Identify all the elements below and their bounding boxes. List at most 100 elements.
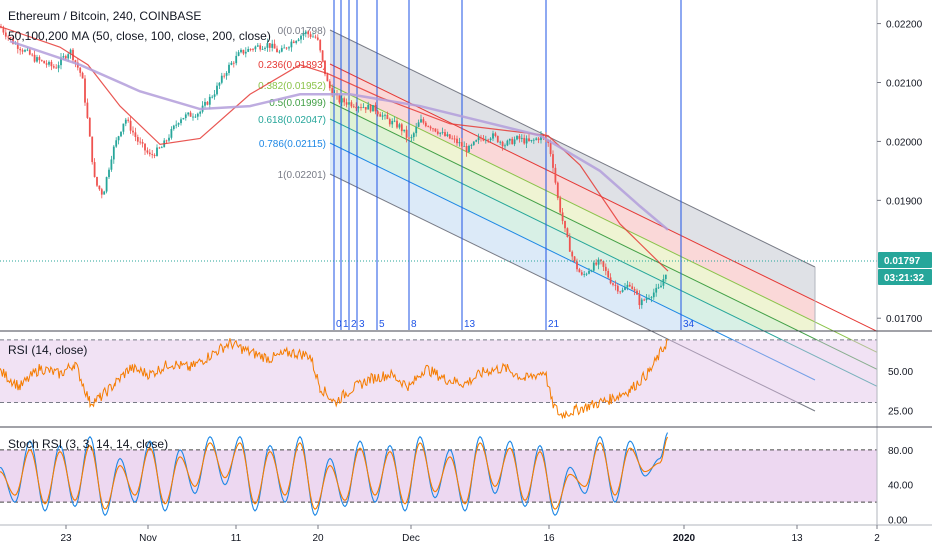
candle-body (208, 96, 211, 105)
candle-body (290, 41, 293, 48)
main-price-panel[interactable]: 0(0.01798) 0.236(0.01893) 0.382(0.01952) 0.… (0, 0, 878, 412)
candle-body (16, 43, 19, 49)
candle (602, 260, 605, 272)
candle-body (348, 102, 350, 105)
fib-label-0.236: 0.236(0.01893) (258, 60, 326, 71)
candle-body (427, 126, 430, 127)
candle-body (326, 74, 329, 82)
candle-body (374, 105, 377, 112)
candle (552, 150, 554, 173)
candle (621, 287, 624, 293)
candle (585, 272, 588, 276)
candle-body (91, 136, 94, 163)
candle-body (597, 259, 600, 265)
candle-body (523, 137, 526, 144)
rsi-panel[interactable] (0, 338, 877, 420)
candle-body (172, 125, 175, 130)
candle (297, 37, 300, 42)
candle (530, 139, 533, 143)
candle-body (602, 261, 605, 267)
candle-body (312, 36, 314, 38)
candle (38, 55, 41, 64)
candle-body (9, 37, 12, 39)
candle (168, 134, 170, 143)
candle-body (576, 261, 578, 270)
time-tick-label: 2020 (673, 533, 696, 544)
candle-body (530, 139, 533, 142)
candle (619, 290, 622, 295)
candle (307, 30, 310, 38)
candle-body (501, 141, 504, 147)
candle-body (552, 154, 554, 168)
candle (631, 283, 634, 290)
candle-body (204, 101, 206, 106)
candle-body (379, 114, 382, 117)
candle-body (650, 297, 653, 299)
candle-body (381, 115, 384, 117)
candle (434, 128, 437, 133)
candle-body (252, 49, 254, 50)
candle (112, 145, 115, 164)
candle-body (504, 145, 506, 147)
candle (52, 64, 55, 69)
candle (376, 110, 379, 117)
candle (120, 131, 122, 138)
candle (372, 104, 374, 112)
current-price-label: 0.01797 (884, 256, 921, 267)
candle-body (528, 138, 530, 142)
candle-body (494, 133, 497, 136)
candle (355, 102, 358, 112)
candle (369, 104, 372, 113)
candle-body (415, 126, 418, 134)
candle (163, 138, 166, 148)
candle (177, 122, 180, 127)
candle-body (220, 75, 223, 83)
candle (664, 274, 667, 282)
candle (516, 135, 518, 141)
candle-body (19, 48, 22, 51)
candle-body (583, 274, 586, 276)
stoch-rsi-panel[interactable] (0, 432, 877, 517)
candle-body (355, 106, 358, 109)
candle-body (513, 139, 516, 145)
rsi-tick-label: 25.00 (888, 406, 913, 417)
candle-body (417, 122, 420, 127)
fib-line-1 (329, 173, 816, 412)
candle-body (184, 114, 187, 119)
candle (223, 73, 226, 79)
candle (650, 296, 653, 303)
candle-body (645, 298, 648, 301)
candle-body (324, 60, 326, 75)
candle-body (278, 51, 281, 53)
candle (144, 143, 146, 156)
moving-average-ma-50 (0, 25, 669, 272)
candle-body (468, 145, 470, 153)
candle (228, 62, 230, 76)
candle (122, 123, 125, 135)
candle-body (489, 138, 492, 140)
candle-body (444, 132, 446, 137)
candle (96, 176, 98, 187)
fib-line-0.618 (329, 118, 878, 387)
candle-body (331, 88, 334, 96)
moving-average-ma-200 (9, 40, 669, 231)
candle-body (256, 45, 259, 47)
candle-body (621, 289, 624, 292)
candle-body (244, 51, 247, 54)
candle (237, 50, 240, 57)
candle (86, 98, 89, 119)
candle (345, 98, 348, 108)
candle-body (648, 298, 650, 299)
candle-body (340, 98, 343, 103)
candle (381, 112, 384, 120)
candle (129, 116, 132, 134)
candle (218, 82, 221, 90)
candle (213, 89, 216, 100)
candle (124, 117, 127, 127)
candle (160, 145, 163, 149)
time-tick-label: Dec (402, 533, 420, 544)
candle (652, 288, 655, 300)
candle-body (7, 36, 10, 38)
